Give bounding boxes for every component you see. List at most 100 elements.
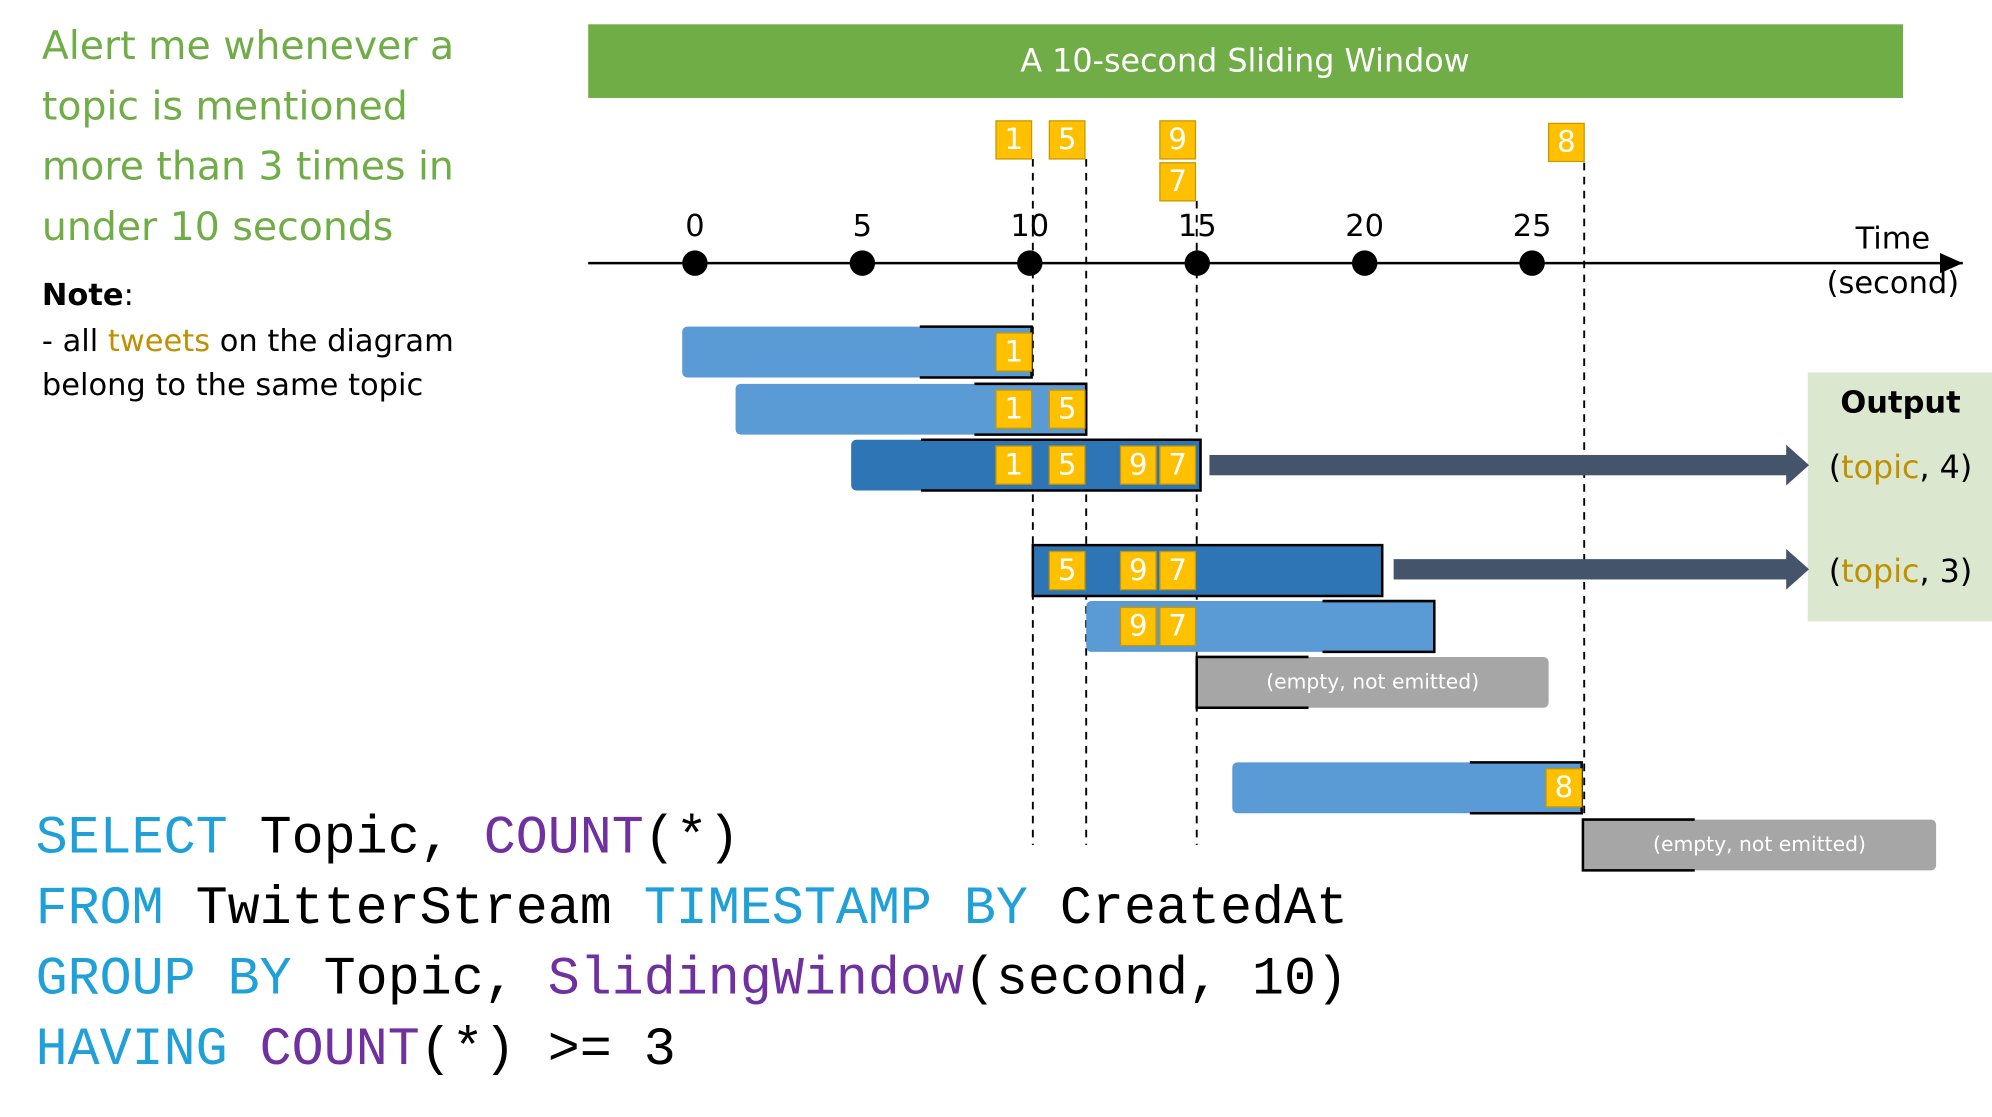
output-arrow: [1393, 559, 1789, 580]
tweet-label: 5: [1058, 447, 1077, 481]
window: [682, 326, 1032, 378]
window: [735, 383, 1087, 435]
intro-line: more than 3 times in: [42, 144, 454, 190]
tweet-box: [1547, 122, 1585, 163]
window-label: (empty, not emitted): [1653, 832, 1866, 856]
window-bracket: [1195, 655, 1309, 710]
tweet-box: [1159, 120, 1197, 160]
tweet-label: 8: [1555, 770, 1574, 804]
intro-line: under 10 seconds: [42, 204, 393, 250]
query-line: SELECT Topic, COUNT(*): [36, 810, 740, 870]
query-token: COUNT: [484, 810, 644, 870]
tweet-box: [995, 332, 1033, 372]
window: [1196, 656, 1549, 708]
query-token: COUNT: [260, 1021, 420, 1081]
tweet-label: 7: [1168, 609, 1187, 643]
tweet-box: [1048, 389, 1086, 429]
axis-tick-label: 10: [1010, 209, 1049, 244]
window: [1232, 762, 1582, 814]
query-line: HAVING COUNT(*) >= 3: [36, 1021, 676, 1081]
query-token: GROUP BY: [36, 951, 292, 1011]
query-token: Topic,: [292, 951, 548, 1011]
tweet-label: 1: [1004, 334, 1023, 368]
output-part: , 4): [1919, 450, 1972, 486]
tweet-box: [1545, 768, 1583, 808]
tweet-box: [1159, 550, 1197, 591]
tweet-box: [995, 120, 1033, 160]
tweet-label: 1: [1004, 122, 1023, 156]
note-part: tweets: [108, 323, 210, 358]
query-line: FROM TwitterStream TIMESTAMP BY CreatedA…: [36, 880, 1348, 940]
output-part: (: [1829, 450, 1841, 486]
tweet-label: 9: [1129, 447, 1148, 481]
note-line: belong to the same topic: [42, 368, 423, 403]
tweet-label: 9: [1129, 609, 1148, 643]
window-bracket: [921, 438, 1202, 492]
tweet-box: [995, 389, 1033, 429]
note-part: on the diagram: [210, 323, 454, 358]
query-token: (*) >= 3: [420, 1021, 676, 1081]
query-token: SlidingWindow: [548, 951, 964, 1011]
axis-tick-label: 15: [1178, 209, 1217, 244]
tweet-label: 7: [1168, 164, 1187, 198]
output-arrow: [1209, 454, 1789, 476]
window: [1582, 819, 1937, 871]
header-bar: [588, 24, 1904, 98]
axis-dot: [1351, 250, 1378, 276]
axis-dot: [682, 250, 708, 276]
window-bracket: [1031, 543, 1384, 598]
tweet-label: 1: [1004, 447, 1023, 481]
query-token: HAVING: [36, 1021, 228, 1081]
output-row: (topic, 3): [1829, 554, 1972, 590]
intro-line: topic is mentioned: [42, 83, 408, 129]
tweet-label: 5: [1058, 122, 1077, 156]
axis-tick-label: 0: [685, 209, 704, 244]
output-part: , 3): [1919, 554, 1972, 590]
tweet-label: 8: [1557, 125, 1576, 159]
query-token: (*): [644, 810, 740, 870]
output-part: topic: [1841, 554, 1919, 590]
note-line: - all tweets on the diagram: [42, 323, 454, 358]
note-title: Note:: [42, 278, 134, 313]
axis-label: (second): [1827, 266, 1959, 301]
tweet-box: [1119, 550, 1157, 591]
tweet-box: [1119, 606, 1157, 647]
header-title: A 10-second Sliding Window: [1020, 43, 1469, 79]
tweet-box: [1048, 120, 1086, 160]
output-arrowhead: [1786, 444, 1810, 486]
note-colon: :: [124, 278, 134, 313]
tweet-box: [995, 445, 1033, 485]
window-bracket: [1322, 599, 1436, 654]
guides: [1031, 158, 1586, 845]
axis-dot: [849, 250, 876, 276]
tweet-label: 5: [1058, 553, 1077, 587]
intro-line: Alert me whenever a: [42, 23, 454, 69]
query-token: Topic,: [228, 810, 484, 870]
query-token: FROM: [36, 880, 164, 940]
query-token: TwitterStream: [164, 880, 644, 940]
tweet-box: [1119, 445, 1157, 485]
tweet-box: [1048, 550, 1086, 591]
tweet-box: [1159, 606, 1197, 647]
tweet-label: 7: [1168, 553, 1187, 587]
output-box: [1807, 372, 1992, 622]
query-token: TIMESTAMP BY: [644, 880, 1028, 940]
tweet-label: 9: [1129, 553, 1148, 587]
output-part: (: [1829, 554, 1841, 590]
output-part: topic: [1841, 450, 1919, 486]
axis-label: Time: [1855, 222, 1931, 257]
query-line: GROUP BY Topic, SlidingWindow(second, 10…: [36, 951, 1348, 1011]
note-part: - all: [42, 323, 108, 358]
query-token: [228, 1021, 260, 1081]
tweet-label: 9: [1168, 122, 1187, 156]
tweet-box: [1048, 445, 1086, 485]
query-token: (second, 10): [964, 951, 1348, 1011]
note-bold: Note: [42, 278, 124, 313]
axis-tick-label: 20: [1345, 209, 1384, 244]
output-arrowhead: [1786, 548, 1810, 590]
tweet-box: [1159, 445, 1197, 485]
tweet-label: 7: [1168, 447, 1187, 481]
axis-tick-label: 5: [853, 209, 872, 244]
output-row: (topic, 4): [1829, 450, 1972, 486]
